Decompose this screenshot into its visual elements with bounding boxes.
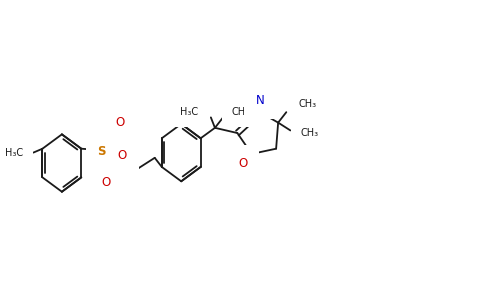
Text: O: O [118, 149, 127, 162]
Text: H₃C: H₃C [181, 107, 198, 117]
Text: N: N [256, 94, 264, 107]
Text: CH₃: CH₃ [301, 128, 318, 138]
Text: O: O [101, 176, 110, 189]
Text: O: O [238, 157, 247, 169]
Text: S: S [97, 145, 106, 158]
Text: CH₃: CH₃ [231, 107, 249, 117]
Text: CH₃: CH₃ [299, 99, 317, 109]
Text: H₃C: H₃C [5, 148, 23, 158]
Text: O: O [115, 116, 124, 129]
